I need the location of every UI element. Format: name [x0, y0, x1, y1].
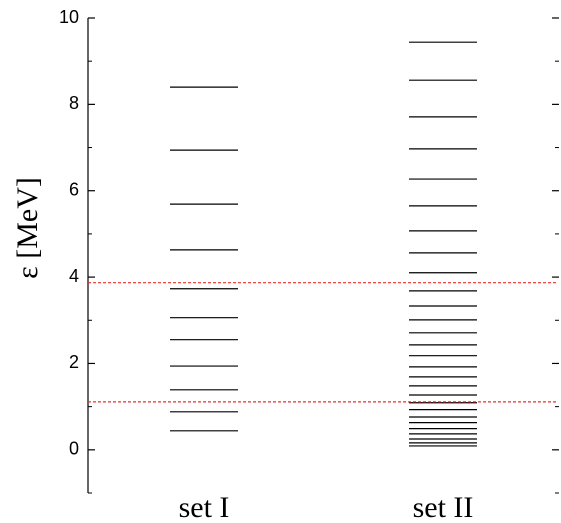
x-category-label: set I [179, 491, 230, 523]
y-axis-label: ε [MeV] [11, 177, 44, 279]
y-tick-label: 6 [69, 179, 79, 199]
y-tick-label: 8 [69, 93, 79, 113]
y-tick-label: 2 [69, 352, 79, 372]
y-tick-label: 10 [59, 7, 79, 27]
y-tick-label: 4 [69, 266, 79, 286]
x-category-label: set II [413, 491, 474, 523]
y-tick-label: 0 [69, 439, 79, 459]
